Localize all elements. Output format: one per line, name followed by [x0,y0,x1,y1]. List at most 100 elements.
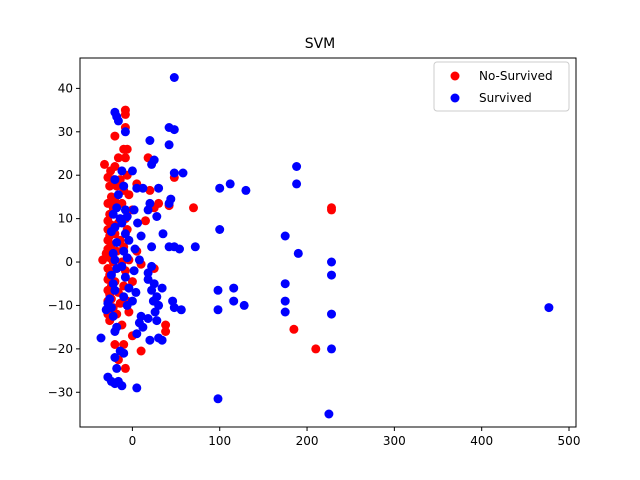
point-survived [131,287,141,297]
point-survived [176,305,186,315]
point-survived [215,183,225,193]
legend-box [433,61,570,112]
point-survived [127,166,137,176]
point-no-survived [161,327,171,336]
point-survived [132,383,142,393]
point-survived [124,283,134,293]
point-no-survived [161,320,171,330]
point-survived [280,231,290,241]
point-survived [113,190,123,200]
point-survived [154,183,164,193]
point-survived [119,292,129,302]
x-tick-label: 400 [470,434,493,448]
point-survived [136,231,146,241]
point-survived [225,179,235,189]
point-survived [119,181,129,191]
point-survived [169,168,179,178]
point-survived [324,409,334,419]
y-tick-label: 30 [58,125,73,139]
point-survived [239,300,249,310]
point-survived [101,305,111,315]
point-survived [280,279,290,289]
point-survived [145,136,155,145]
point-survived [112,238,122,247]
x-axis-ticks: 0 100 200 300 400 500 [129,427,580,448]
point-survived [327,270,336,280]
legend: No-Survived Survived [433,61,570,112]
point-survived [152,316,162,326]
point-survived [106,227,116,237]
point-no-survived [141,216,150,226]
plot-frame [79,57,577,428]
point-survived [213,285,223,295]
point-survived [113,116,123,126]
point-survived [190,242,200,252]
point-no-survived [189,203,198,213]
point-survived [150,307,160,317]
point-survived [164,198,174,208]
y-axis-ticks: −30 −20 −10 0 10 20 30 40 [48,81,80,399]
x-tick-label: 300 [383,434,406,448]
point-no-survived [311,344,321,354]
point-survived [157,283,167,293]
point-survived [229,296,239,306]
x-tick-label: 100 [208,434,231,448]
point-survived [158,229,168,239]
point-survived [293,248,303,258]
point-survived [110,175,120,185]
point-no-survived [289,324,299,334]
point-no-survived [110,131,120,141]
point-survived [152,212,162,221]
point-survived [122,212,132,221]
point-no-survived [327,203,336,213]
point-survived [138,322,148,332]
point-survived [147,261,157,271]
point-survived [112,363,122,373]
point-survived [117,261,127,271]
point-survived [106,270,116,280]
point-survived [147,285,157,295]
point-survived [133,218,143,228]
points-layer [96,73,554,419]
point-no-survived [100,159,109,169]
point-survived [149,155,159,165]
point-survived [215,225,225,234]
point-survived [110,255,120,265]
point-survived [110,327,120,336]
legend-marker-no-survived [450,71,460,81]
point-survived [96,333,106,343]
x-tick-label: 0 [129,434,137,448]
point-no-survived [110,340,120,349]
point-survived [145,335,155,345]
point-survived [169,125,179,135]
point-survived [544,303,554,313]
point-survived [138,183,148,193]
point-survived [169,73,179,82]
point-survived [164,140,174,150]
y-tick-label: 20 [58,168,73,182]
y-tick-label: −20 [48,342,73,356]
point-survived [143,205,153,215]
y-tick-label: 10 [58,212,73,226]
point-survived [108,209,118,219]
point-no-survived [113,153,123,163]
point-survived [213,305,223,315]
point-no-survived [110,162,120,171]
point-survived [147,242,157,252]
point-no-survived [120,363,130,373]
point-survived [178,168,188,178]
point-survived [117,381,127,391]
legend-label-survived: Survived [479,91,532,105]
y-tick-label: 0 [65,255,73,269]
point-no-survived [122,144,132,154]
point-survived [169,303,179,313]
point-no-survived [124,190,134,200]
point-survived [108,311,118,321]
y-tick-label: −30 [48,385,73,399]
point-survived [127,296,137,306]
legend-marker-survived [450,93,460,103]
point-survived [175,244,184,254]
point-no-survived [154,198,164,208]
chart-title: SVM [305,36,336,52]
point-survived [143,314,153,323]
